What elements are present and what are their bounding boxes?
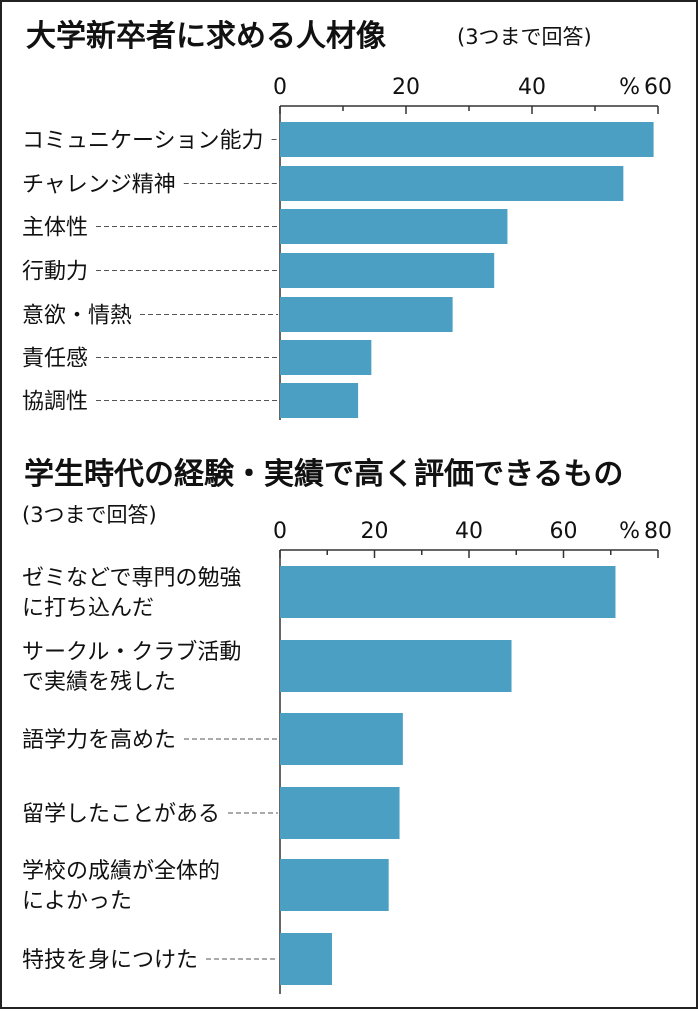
chart2-tick-label: 20 — [361, 519, 389, 544]
chart2-category-label: 特技を身につけた — [22, 948, 198, 973]
chart2-tick-label: 80 — [644, 519, 672, 544]
chart2-bar — [280, 566, 616, 618]
chart2-title: 学生時代の経験・実績で高く評価できるもの — [24, 457, 623, 492]
chart1-tick-label: 0 — [273, 75, 287, 100]
chart2-category-label: 語学力を高めた — [22, 728, 176, 753]
chart2-bar — [280, 713, 403, 765]
chart1-category-label: 責任感 — [22, 347, 88, 372]
chart1-plot: 0 20 40 60% コミュニケーション能力チャレンジ精神主体性行動力意欲・情熱責任感… — [22, 75, 672, 420]
chart1-category-label: 主体性 — [22, 216, 88, 241]
chart2-bar — [280, 933, 332, 985]
chart2-category-label: サークル・クラブ活動 — [22, 640, 241, 665]
chart1-tick-label: 60 — [644, 75, 672, 100]
chart1-category-label: 意欲・情熱 — [22, 304, 132, 329]
chart1-bar — [280, 383, 359, 418]
chart1-tick-label: 20 — [392, 75, 420, 100]
chart2-tick-label: 40 — [455, 519, 483, 544]
chart1-unit-label: % — [619, 75, 640, 100]
chart2-tick-label: 0 — [273, 519, 287, 544]
chart2-category-label: 学校の成績が全体的 — [22, 859, 220, 884]
chart2-category-label: で実績を残した — [22, 670, 176, 695]
chart1-bar — [280, 166, 624, 201]
chart2-category-label: に打ち込んだ — [22, 596, 154, 621]
chart1-category-label: 行動力 — [22, 260, 88, 285]
chart1-title: 大学新卒者に求める人材像 — [26, 19, 386, 54]
chart2-plot: 0 20 40 60 80% ゼミなどで専門の勉強に打ち込んだサークル・クラブ活動で実績を… — [22, 519, 672, 994]
chart1-tick-label: 40 — [518, 75, 546, 100]
chart2-bar — [280, 640, 512, 692]
chart2-bar — [280, 859, 389, 911]
chart2-category-label: 留学したことがある — [22, 802, 220, 827]
chart1-subtitle: (3つまで回答) — [457, 25, 592, 49]
chart2-subtitle: (3つまで回答) — [22, 503, 157, 527]
chart1-bar — [280, 253, 495, 288]
chart1-category-label: コミュニケーション能力 — [22, 129, 264, 154]
chart1-bar — [280, 122, 654, 157]
chart2-tick-label: 60 — [550, 519, 578, 544]
chart2-category-label: ゼミなどで専門の勉強 — [22, 566, 242, 591]
chart1-category-label: 協調性 — [22, 390, 88, 415]
chart1-bar — [280, 297, 453, 332]
chart1-category-label: チャレンジ精神 — [22, 173, 176, 198]
chart2-unit-label: % — [619, 519, 640, 544]
chart2-category-label: によかった — [22, 889, 132, 914]
chart1-bar — [280, 209, 508, 244]
chart2-bar — [280, 787, 400, 839]
chart1-bar — [280, 340, 372, 375]
